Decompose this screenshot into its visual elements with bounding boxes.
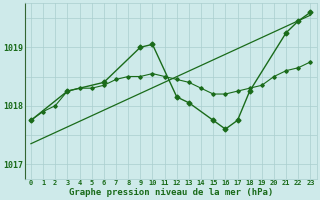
X-axis label: Graphe pression niveau de la mer (hPa): Graphe pression niveau de la mer (hPa) [68, 188, 273, 197]
